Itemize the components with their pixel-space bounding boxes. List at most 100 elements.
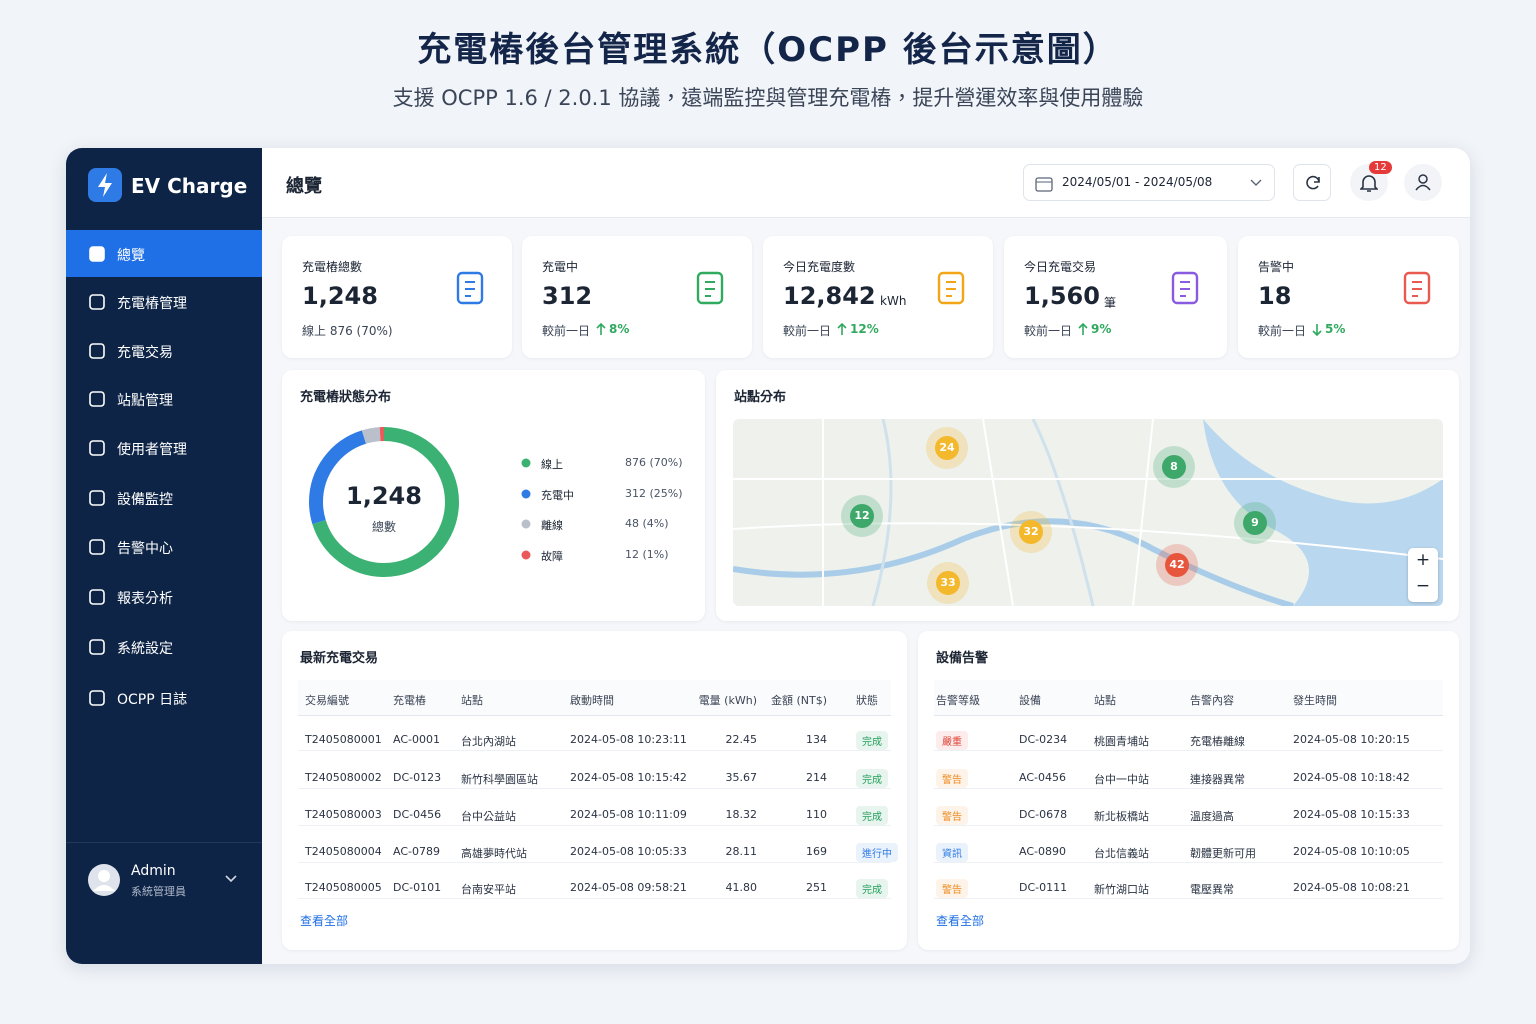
table-cell: T2405080001 — [305, 733, 382, 746]
table-cell: 2024-05-08 10:18:42 — [1293, 771, 1410, 784]
table-cell: DC-0111 — [1019, 881, 1068, 894]
swatch — [521, 550, 531, 559]
status-badge: 完成 — [856, 879, 888, 898]
trend-arrow — [837, 323, 847, 335]
row-divider — [934, 862, 1443, 863]
table-cell: 新竹科學園區站 — [461, 773, 538, 786]
menu-label: 設備監控 — [117, 492, 173, 508]
table-cell: 134 — [806, 733, 827, 746]
menu-label: 報表分析 — [117, 591, 173, 607]
map-roads — [733, 419, 1443, 606]
menu-label: 使用者管理 — [117, 442, 187, 458]
refresh-button[interactable] — [1293, 164, 1331, 201]
view-all-link[interactable]: 查看全部 — [300, 914, 349, 928]
legend-value: 312 (25%) — [625, 486, 683, 500]
menu-item[interactable]: 充電交易 — [66, 327, 262, 374]
menu-item[interactable]: 系統設定 — [66, 623, 262, 670]
menu-item[interactable]: 充電樁管理 — [66, 278, 262, 325]
zoom-out[interactable]: − — [1415, 576, 1431, 596]
cluster-label[interactable]: 32 — [1023, 525, 1039, 538]
legend-value: 12 (1%) — [625, 547, 669, 561]
trend-arrow — [1312, 324, 1322, 336]
menu-item[interactable]: 總覽 — [66, 230, 262, 277]
table-cell: 新北板橋站 — [1094, 810, 1149, 823]
column-header: 金額 (NT$) — [770, 694, 827, 707]
column-header: 站點 — [461, 694, 483, 707]
cluster-marker — [1162, 455, 1186, 479]
table-cell: AC-0456 — [1019, 771, 1066, 784]
table-cell: AC-0001 — [393, 733, 440, 746]
status-badge: 完成 — [856, 769, 888, 788]
table-cell: T2405080002 — [305, 771, 382, 784]
swatch — [521, 458, 531, 468]
menu-icon — [89, 539, 105, 555]
legend-label: 故障 — [541, 549, 563, 563]
legend-label: 充電中 — [541, 488, 574, 502]
cluster-label[interactable]: 8 — [1170, 460, 1178, 473]
icon-shape — [456, 271, 484, 305]
menu-item[interactable]: 站點管理 — [66, 375, 262, 422]
table-header-bg — [934, 680, 1443, 716]
donut-center-value: 1,248 — [346, 482, 422, 510]
view-all-link[interactable]: 查看全部 — [936, 914, 985, 928]
legend-swatch — [521, 519, 531, 529]
kpi-compare: 較前一日 — [542, 324, 591, 338]
user-name: Admin — [131, 863, 176, 879]
menu-item[interactable]: 報表分析 — [66, 573, 262, 620]
table-cell: 新竹湖口站 — [1094, 883, 1149, 896]
user-avatar[interactable] — [87, 863, 121, 897]
row-divider — [298, 862, 891, 863]
legend-value: 48 (4%) — [625, 517, 669, 530]
column-header: 站點 — [1094, 694, 1116, 707]
table-cell: 高雄夢時代站 — [461, 847, 527, 860]
kpi-label: 告警中 — [1258, 260, 1295, 274]
icon-shape — [89, 639, 105, 655]
notification-button[interactable]: 12 — [1350, 161, 1392, 201]
table-cell: DC-0123 — [393, 771, 442, 784]
table-cell: 214 — [806, 771, 827, 784]
table-cell: 充電樁離線 — [1190, 735, 1245, 748]
profile-button[interactable] — [1404, 164, 1442, 201]
column-header: 狀態 — [856, 694, 878, 707]
date-range-picker[interactable]: 2024/05/01 - 2024/05/08 — [1023, 164, 1275, 201]
menu-icon — [89, 690, 105, 706]
table-cell: DC-0234 — [1019, 733, 1068, 746]
table-cell: 2024-05-08 10:11:09 — [570, 808, 687, 821]
table-cell: 台北信義站 — [1094, 847, 1149, 860]
map — [733, 419, 1443, 606]
zoom-in[interactable]: + — [1415, 550, 1431, 570]
menu-item[interactable]: 設備監控 — [66, 474, 262, 521]
row-divider — [934, 825, 1443, 826]
cluster-label[interactable]: 24 — [939, 441, 955, 454]
table-cell: 電壓異常 — [1190, 883, 1234, 896]
column-header: 充電樁 — [393, 694, 426, 707]
menu-item[interactable]: 告警中心 — [66, 523, 262, 570]
cluster-marker — [935, 436, 959, 460]
table-cell: 28.11 — [725, 845, 758, 858]
menu-item[interactable]: 使用者管理 — [66, 424, 262, 471]
topbar-title: 總覽 — [286, 176, 322, 197]
user-menu-toggle[interactable] — [224, 874, 238, 884]
topbar: 總覽 2024/05/01 - 2024/05/08 12 — [262, 148, 1470, 218]
cluster-label[interactable]: 42 — [1169, 558, 1185, 571]
cluster-label[interactable]: 12 — [854, 509, 870, 522]
cluster-label[interactable]: 33 — [940, 576, 956, 589]
app-window: EV Charge Admin 系統管理員 總覽 充電樁管理 充電交易 站點管理 使用者… — [66, 148, 1470, 964]
trend-arrow — [596, 323, 606, 335]
status-badge: 資訊 — [936, 843, 968, 862]
swatch — [521, 489, 531, 498]
swatch — [521, 519, 531, 529]
table-cell: 2024-05-08 10:05:33 — [570, 845, 687, 858]
icon-shape — [89, 440, 105, 456]
kpi-card: 今日充電交易 1,560 筆較前一日 9% — [1004, 236, 1227, 358]
donut-center-label: 總數 — [371, 520, 396, 534]
table-cell: 2024-05-08 10:10:05 — [1293, 845, 1410, 858]
map-card: 站點分布 24 8 12 32 9 42 33 + − — [716, 370, 1459, 621]
legend-swatch — [521, 489, 531, 498]
page-subtitle: 支援 OCPP 1.6 / 2.0.1 協議，遠端監控與管理充電樁，提升營運效率… — [392, 86, 1144, 110]
column-header: 啟動時間 — [570, 694, 614, 707]
menu-label: 充電樁管理 — [117, 296, 187, 312]
menu-item[interactable]: OCPP 日誌 — [66, 674, 262, 721]
menu-label: OCPP 日誌 — [117, 692, 188, 708]
cluster-label[interactable]: 9 — [1251, 516, 1259, 529]
